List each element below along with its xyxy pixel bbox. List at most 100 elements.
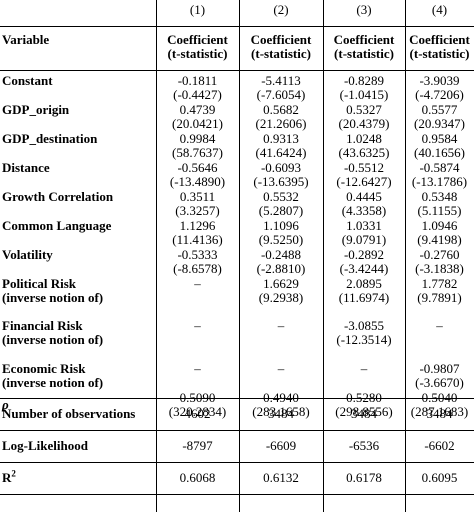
coefficient-value: – <box>194 318 201 333</box>
tstat-value: (-13.4890) <box>169 174 226 189</box>
tstat-heading: (t-statistic) <box>334 46 394 61</box>
variable-label: Financial Risk <box>2 318 83 333</box>
coefficient-value: 1.0331 <box>346 218 382 233</box>
summary-value: -6602 <box>424 438 455 453</box>
tstat-value: (-12.6427) <box>336 174 392 189</box>
coefficient-value: 0.9584 <box>421 131 458 146</box>
tstat-value: (4.3358) <box>341 203 387 218</box>
tstat-value: (-13.6395) <box>253 174 309 189</box>
summary-value: 3484 <box>268 406 294 421</box>
column-number: (3) <box>356 2 372 17</box>
tstat-value: (-7.6054) <box>256 87 306 102</box>
coefficient-value: -3.0855 <box>343 318 385 333</box>
column-number: (1) <box>189 2 206 17</box>
summary-label: Log-Likelihood <box>2 438 88 453</box>
tstat-value: (-1.0415) <box>339 87 389 102</box>
tstat-value: (-0.4427) <box>173 87 222 102</box>
coefficient-value: 1.1096 <box>263 218 299 233</box>
tstat-value: (9.5250) <box>258 232 304 247</box>
coefficient-value: 0.5532 <box>263 189 299 204</box>
coefficient-value: -0.2892 <box>343 247 385 262</box>
variable-header: Variable <box>2 32 50 47</box>
variable-label: Growth Correlation <box>2 189 114 204</box>
coefficient-value: -0.5512 <box>343 160 385 175</box>
coefficient-value: – <box>360 361 368 376</box>
tstat-value: (3.3257) <box>175 203 220 218</box>
tstat-value: (20.9347) <box>414 116 465 131</box>
variable-label-note: (inverse notion of) <box>2 375 104 390</box>
row-divider <box>0 494 474 495</box>
coefficient-value: -0.2488 <box>260 247 302 262</box>
coefficient-value: 1.1296 <box>179 218 216 233</box>
row-divider <box>0 70 474 71</box>
tstat-value: (287.1683) <box>410 404 469 419</box>
tstat-heading: (t-statistic) <box>409 46 470 61</box>
tstat-value: (320.2834) <box>168 404 227 419</box>
coefficient-value: 0.5327 <box>346 102 382 117</box>
tstat-value: (-3.1838) <box>415 261 464 276</box>
variable-label: GDP_destination <box>2 131 98 146</box>
tstat-value: (283.1658) <box>252 404 310 419</box>
variable-label: Economic Risk <box>2 361 86 376</box>
tstat-value: (9.7891) <box>417 290 462 305</box>
coefficient-value: – <box>436 318 443 333</box>
summary-value: -8797 <box>182 438 213 453</box>
variable-label: ρ <box>2 397 9 412</box>
coefficient-value: 0.4445 <box>346 189 382 204</box>
coefficient-value: 0.4739 <box>179 102 216 117</box>
coefficient-value: 1.0946 <box>421 218 458 233</box>
coefficient-value: 0.5280 <box>346 390 382 405</box>
coefficient-value: 1.6629 <box>263 276 299 291</box>
coefficient-value: -5.4113 <box>261 73 301 88</box>
coefficient-value: -0.9807 <box>419 361 460 376</box>
tstat-value: (-2.8810) <box>256 261 306 276</box>
coefficient-value: -0.8289 <box>343 73 385 88</box>
coefficient-value: -3.9039 <box>419 73 460 88</box>
variable-label: Constant <box>2 73 53 88</box>
superscript: 2 <box>11 468 16 479</box>
tstat-value: (11.4136) <box>172 232 223 247</box>
tstat-value: (9.2938) <box>258 290 304 305</box>
coefficient-heading: Coefficient <box>250 32 312 47</box>
coefficient-value: 0.5348 <box>421 189 458 204</box>
tstat-value: (40.1656) <box>414 145 465 160</box>
summary-value: 0.6178 <box>346 470 382 485</box>
coefficient-value: – <box>277 361 285 376</box>
tstat-value: (-3.6670) <box>415 375 464 390</box>
coefficient-value: – <box>194 276 201 291</box>
tstat-value: (-12.3514) <box>336 332 392 347</box>
tstat-value: (43.6325) <box>338 145 390 160</box>
tstat-value: (5.2807) <box>258 203 304 218</box>
summary-value: 3484 <box>351 406 377 421</box>
column-divider <box>323 0 324 512</box>
coefficient-value: -0.5874 <box>419 160 460 175</box>
summary-label: R2 <box>2 468 16 485</box>
coefficient-value: 0.9984 <box>179 131 216 146</box>
coefficient-value: 0.5090 <box>179 390 216 405</box>
tstat-value: (58.7637) <box>172 145 223 160</box>
row-divider <box>0 430 474 431</box>
coefficient-value: -0.1811 <box>177 73 218 88</box>
summary-value: 0.6132 <box>263 470 299 485</box>
coefficient-value: -0.6093 <box>260 160 302 175</box>
coefficient-value: -0.2760 <box>419 247 460 262</box>
tstat-value: (20.4379) <box>338 116 390 131</box>
variable-label: GDP_origin <box>2 102 70 117</box>
column-number: (4) <box>431 2 448 17</box>
variable-label: Distance <box>2 160 50 175</box>
tstat-value: (5.1155) <box>417 203 462 218</box>
tstat-value: (-4.7206) <box>415 87 464 102</box>
variable-label: Political Risk <box>2 276 77 291</box>
tstat-value: (20.0421) <box>172 116 223 131</box>
tstat-value: (-13.1786) <box>411 174 468 189</box>
summary-value: -6536 <box>348 438 380 453</box>
variable-label-note: (inverse notion of) <box>2 290 104 305</box>
variable-label-note: (inverse notion of) <box>2 332 104 347</box>
coefficient-heading: Coefficient <box>333 32 395 47</box>
coefficient-value: 0.9313 <box>263 131 299 146</box>
coefficient-value: 0.4940 <box>263 390 299 405</box>
column-divider <box>405 0 406 512</box>
column-divider <box>239 0 240 512</box>
tstat-value: (41.6424) <box>255 145 307 160</box>
